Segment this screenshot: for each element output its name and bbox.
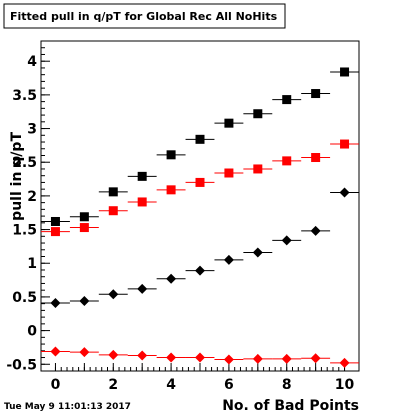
data-point — [253, 164, 263, 174]
y-tick-label: 1.5 — [12, 223, 37, 239]
title-box: Fitted pull in q/pT for Global Rec All N… — [3, 3, 286, 29]
x-axis: 0 2 4 6 8 10 — [51, 363, 355, 393]
data-point — [79, 212, 89, 222]
y-tick-label: 0.5 — [12, 290, 37, 306]
data-point — [166, 273, 177, 284]
y-tick-label: 3 — [27, 122, 37, 138]
data-point — [108, 349, 119, 360]
data-point — [339, 357, 350, 368]
data-point — [223, 254, 234, 265]
data-point — [195, 134, 205, 144]
data-point — [224, 118, 234, 128]
y-tick-label: 3.5 — [12, 88, 37, 104]
data-point — [137, 350, 148, 361]
data-point — [311, 153, 321, 163]
series-layer — [41, 67, 359, 368]
data-point — [108, 289, 119, 300]
y-axis: -0.5 0 0.5 1 1.5 2 2.5 3 3.5 4 — [6, 47, 50, 373]
data-point — [339, 187, 350, 198]
data-point — [224, 168, 234, 178]
data-point — [253, 109, 263, 119]
x-tick-label: 10 — [335, 377, 355, 393]
data-point — [79, 347, 90, 358]
data-point — [195, 177, 205, 187]
data-point — [166, 185, 176, 195]
data-point — [137, 171, 147, 181]
data-point — [50, 216, 60, 226]
data-point — [50, 297, 61, 308]
y-tick-label: 4 — [27, 54, 37, 70]
data-point — [281, 353, 292, 364]
x-tick-label: 0 — [51, 377, 61, 393]
data-point — [79, 295, 90, 306]
y-axis-title: pull in q/pT — [9, 132, 25, 221]
data-point — [252, 353, 263, 364]
data-series — [41, 187, 359, 308]
data-point — [166, 150, 176, 160]
data-point — [137, 283, 148, 294]
data-series — [41, 67, 359, 226]
data-point — [195, 352, 205, 363]
data-point — [281, 235, 292, 246]
data-point — [340, 139, 350, 149]
data-point — [282, 156, 292, 166]
data-point — [223, 354, 234, 365]
y-tick-label: 2 — [27, 189, 37, 205]
data-point — [79, 223, 89, 233]
x-tick-label: 2 — [108, 377, 118, 393]
x-tick-label: 4 — [166, 377, 176, 393]
data-point — [311, 89, 321, 99]
data-point — [340, 67, 350, 77]
data-series — [41, 346, 359, 368]
timestamp-label: Tue May 9 11:01:13 2017 — [4, 402, 131, 412]
data-point — [252, 247, 263, 258]
y-tick-label: 1 — [27, 256, 37, 272]
data-series — [41, 139, 359, 237]
data-point — [50, 346, 61, 357]
y-tick-label: 0 — [27, 324, 37, 340]
data-point — [108, 187, 118, 197]
y-tick-label: -0.5 — [6, 357, 37, 373]
data-point — [195, 265, 205, 276]
x-axis-title: No. of Bad Points — [222, 398, 359, 414]
data-point — [282, 95, 292, 105]
chart-title: Fitted pull in q/pT for Global Rec All N… — [10, 10, 278, 23]
data-point — [310, 225, 321, 236]
data-point — [50, 227, 60, 237]
data-point — [137, 197, 147, 207]
data-point — [310, 353, 321, 364]
plot-frame — [40, 40, 360, 372]
data-point — [166, 352, 177, 363]
x-tick-label: 6 — [224, 377, 234, 393]
y-tick-label: 2.5 — [12, 155, 37, 171]
x-tick-label: 8 — [282, 377, 292, 393]
data-point — [108, 206, 118, 216]
